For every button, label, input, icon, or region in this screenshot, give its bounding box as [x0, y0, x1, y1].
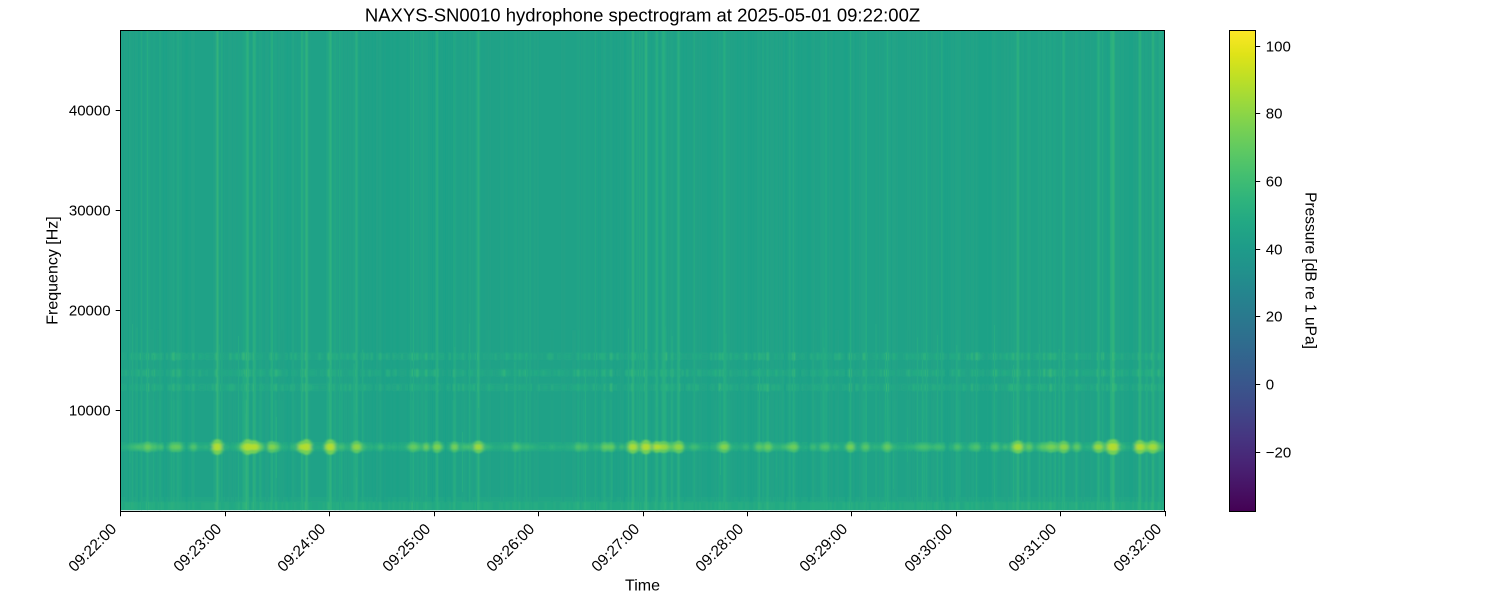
svg-text:Time: Time [625, 578, 660, 595]
svg-text:Frequency [Hz]: Frequency [Hz] [44, 216, 61, 324]
svg-text:10000: 10000 [69, 402, 111, 419]
svg-text:40000: 40000 [69, 102, 111, 119]
svg-text:40: 40 [1266, 241, 1283, 258]
svg-text:−20: −20 [1266, 444, 1291, 461]
svg-text:Pressure [dB re 1 uPa]: Pressure [dB re 1 uPa] [1302, 192, 1319, 349]
svg-text:0: 0 [1266, 376, 1274, 393]
svg-text:30000: 30000 [69, 202, 111, 219]
svg-text:NAXYS-SN0010 hydrophone spectr: NAXYS-SN0010 hydrophone spectrogram at 2… [365, 5, 920, 26]
svg-text:60: 60 [1266, 173, 1283, 190]
svg-text:20000: 20000 [69, 302, 111, 319]
svg-text:100: 100 [1266, 38, 1291, 55]
svg-text:80: 80 [1266, 105, 1283, 122]
svg-text:20: 20 [1266, 308, 1283, 325]
